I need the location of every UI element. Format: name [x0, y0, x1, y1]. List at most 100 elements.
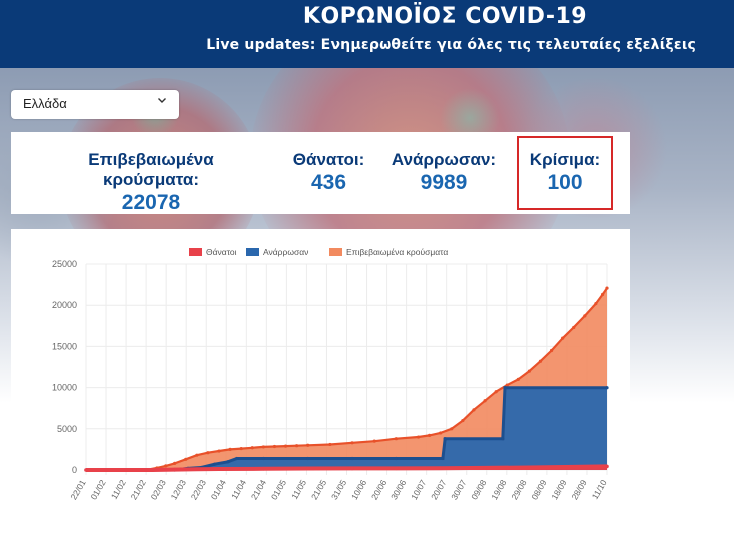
series-confirmed-point	[450, 427, 454, 431]
series-confirmed-point	[239, 446, 243, 451]
x-tick-label: 01/04	[209, 478, 228, 502]
stat-recovered-value: 9989	[420, 171, 468, 194]
series-recovered-point	[443, 437, 447, 441]
x-tick-label: 09/08	[469, 478, 488, 502]
stat-confirmed-value: 22078	[121, 191, 181, 214]
series-recovered-point	[226, 460, 230, 464]
covid-area-chart: 22/01 01/02 11/02 21/02 02/03 12/03 22/03 01/04…	[52, 247, 609, 502]
series-confirmed-point	[295, 444, 299, 448]
x-tick-label: 11/10	[590, 478, 609, 501]
x-tick-label: 30/07	[449, 478, 468, 502]
series-confirmed-point	[250, 446, 254, 450]
legend-label: Ανάρρωσαν	[263, 247, 308, 257]
series-confirmed-point	[272, 444, 277, 449]
x-tick-label: 08/09	[529, 478, 548, 502]
x-tick-label: 01/05	[269, 478, 288, 502]
series-recovered-point	[212, 462, 217, 466]
x-tick-label: 02/03	[149, 478, 168, 502]
stat-recovered-label: Ανάρρωσαν:	[391, 150, 497, 169]
series-deaths-point	[350, 466, 354, 471]
page-title: ΚΟΡΩΝΟΪΟΣ COVID-19	[302, 4, 588, 29]
series-confirmed-point	[538, 359, 543, 363]
stats-panel: Επιβεβαιωμένα κρούσματα: 22078 Θάνατοι: …	[11, 132, 630, 214]
chart-card: 22/01 01/02 11/02 21/02 02/03 12/03 22/03 01/04…	[11, 229, 630, 537]
legend-swatch	[329, 248, 342, 256]
series-deaths-point	[217, 467, 221, 471]
stat-confirmed-label: Επιβεβαιωμένα κρούσματα:	[88, 150, 214, 189]
chevron-down-icon	[157, 95, 167, 108]
series-confirmed-point	[516, 377, 520, 381]
x-tick-label: 30/06	[389, 478, 408, 502]
series-confirmed-point	[600, 292, 605, 297]
series-recovered-point	[394, 456, 398, 461]
y-tick-label: 20000	[52, 300, 77, 310]
series-deaths-point	[150, 468, 155, 472]
series-recovered-point	[605, 386, 609, 390]
legend-label: Επιβεβαιωμένα κρούσματα	[346, 247, 448, 257]
series-confirmed-point	[605, 286, 609, 290]
x-tick-label: 20/06	[369, 478, 388, 502]
series-confirmed-point	[328, 442, 332, 447]
x-tick-label: 22/03	[189, 478, 208, 502]
y-tick-label: 15000	[52, 341, 77, 351]
series-confirmed-point	[428, 433, 432, 437]
series-recovered-area	[86, 387, 607, 470]
stat-deaths: Θάνατοι: 436	[281, 150, 376, 195]
series-deaths-point	[172, 467, 177, 472]
legend-label: Θάνατοι	[206, 247, 237, 257]
series-recovered-point	[306, 456, 310, 461]
series-deaths-point	[483, 466, 487, 470]
x-tick-label: 10/06	[349, 478, 368, 502]
series-confirmed-point	[461, 418, 465, 423]
y-tick-label: 10000	[52, 383, 77, 393]
series-deaths-point	[195, 467, 199, 471]
series-confirmed-point	[549, 348, 554, 353]
x-tick-label: 11/05	[289, 478, 308, 501]
series-confirmed-point	[439, 431, 443, 435]
series-confirmed-point	[594, 301, 598, 306]
series-confirmed-point	[394, 437, 398, 441]
series-recovered-point	[503, 386, 507, 390]
series-confirmed-point	[583, 314, 587, 318]
series-confirmed-point	[561, 336, 565, 340]
stat-deaths-label: Θάνατοι:	[292, 150, 365, 169]
series-deaths-point	[141, 468, 146, 472]
series-confirmed-point	[195, 453, 199, 457]
x-tick-label: 29/08	[509, 478, 528, 502]
series-recovered-point	[261, 456, 265, 461]
series-deaths-point	[605, 464, 609, 469]
series-deaths-point	[438, 466, 443, 470]
series-confirmed-point	[306, 443, 310, 447]
stat-recovered: Ανάρρωσαν: 9989	[389, 150, 499, 195]
x-tick-label: 22/01	[68, 478, 87, 502]
series-confirmed-point	[483, 399, 487, 403]
x-tick-label: 11/02	[109, 478, 128, 501]
series-confirmed-point	[494, 390, 498, 394]
x-tick-label: 21/04	[249, 478, 268, 502]
series-recovered-point	[235, 456, 239, 461]
series-confirmed-area	[86, 288, 607, 470]
series-deaths-point	[305, 466, 310, 471]
x-tick-label: 28/09	[569, 478, 588, 502]
country-select[interactable]: Ελλάδα	[11, 90, 179, 119]
series-confirmed-point	[164, 464, 168, 468]
series-confirmed-point	[350, 441, 354, 445]
series-confirmed-point	[527, 369, 532, 373]
series-recovered-point	[350, 456, 354, 461]
stat-confirmed: Επιβεβαιωμένα κρούσματα: 22078	[41, 150, 261, 215]
x-tick-label: 19/08	[489, 478, 508, 502]
page-subtitle: Live updates: Ενημερωθείτε για όλες τις …	[206, 37, 696, 53]
series-deaths-point	[261, 466, 266, 471]
legend-swatch	[189, 248, 202, 256]
series-deaths-point	[394, 466, 399, 471]
stat-critical: Κρίσιμα: 100	[517, 150, 613, 195]
series-confirmed-point	[283, 444, 288, 448]
x-tick-label: 20/07	[429, 478, 448, 502]
series-confirmed-point	[173, 461, 177, 466]
stat-deaths-value: 436	[310, 171, 347, 194]
legend-swatch	[246, 248, 259, 256]
stat-critical-value: 100	[547, 171, 583, 194]
country-select-value: Ελλάδα	[23, 96, 67, 111]
series-deaths-point	[527, 465, 532, 470]
series-confirmed-point	[572, 325, 576, 330]
